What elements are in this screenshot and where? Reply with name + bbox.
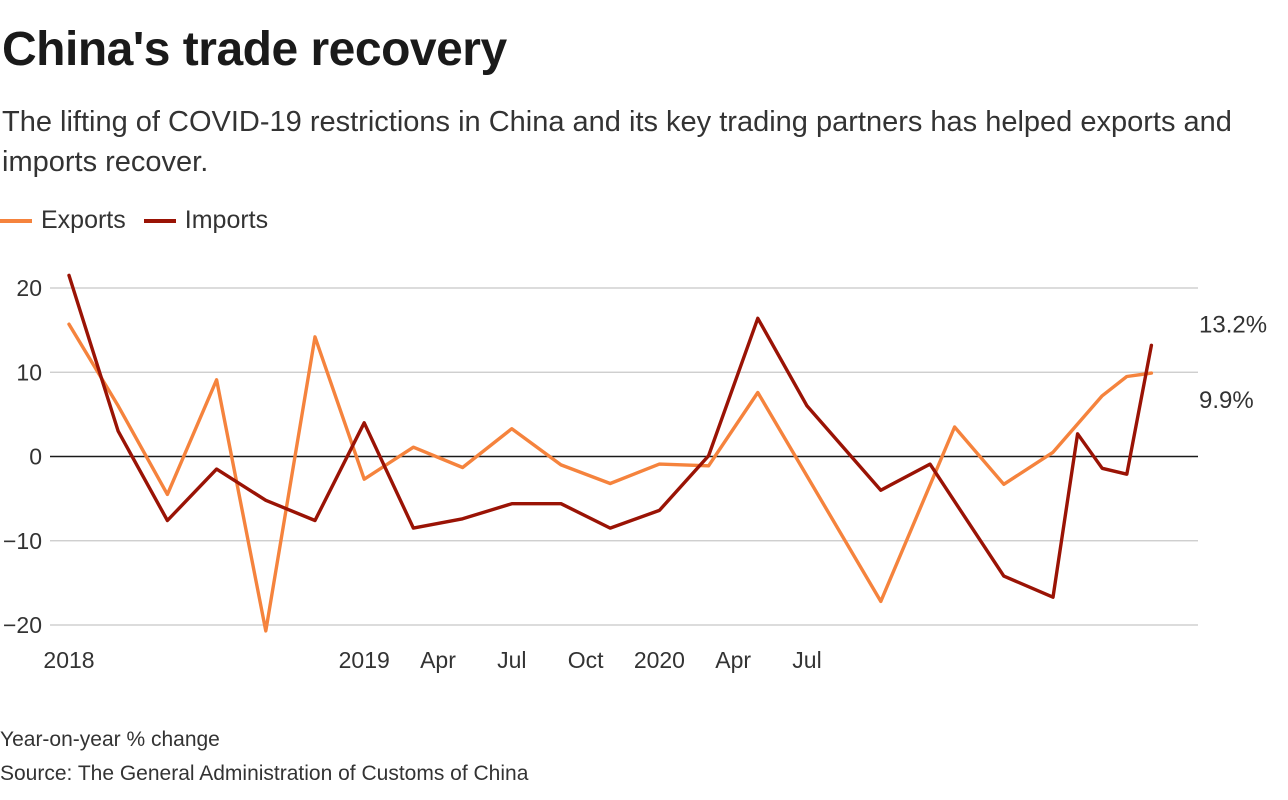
series-lines: [67, 273, 1154, 633]
series-line-exports: [67, 322, 1154, 633]
legend-label-imports: Imports: [184, 206, 269, 234]
x-axis-ticks: 2018 2019 Apr Jul Oct 2020 Apr Jul: [43, 647, 821, 673]
chart-subtitle: The lifting of COVID-19 restrictions in …: [2, 106, 1232, 178]
y-tick-label: 0: [29, 444, 42, 470]
y-tick-label: −20: [3, 612, 42, 638]
source-note: Source: The General Administration of Cu…: [0, 762, 529, 785]
y-axis-ticks: 20 10 0 −10 −20: [3, 275, 42, 638]
y-tick-label: 10: [16, 359, 42, 385]
end-label-imports: 13.2%: [1199, 311, 1267, 338]
end-labels: 9.9% 13.2%: [1199, 311, 1267, 414]
x-tick-label: Oct: [568, 647, 604, 673]
x-tick-label: Jul: [792, 647, 821, 673]
legend-swatch-exports: [0, 218, 32, 223]
x-tick-label: Jul: [497, 647, 526, 673]
x-tick-label: 2019: [339, 647, 390, 673]
x-tick-label: Apr: [715, 647, 751, 673]
x-tick-label: 2020: [634, 647, 685, 673]
legend-item-exports: Exports: [0, 206, 126, 235]
unit-note: Year-on-year % change: [0, 728, 220, 751]
legend-item-imports: Imports: [143, 206, 269, 235]
y-tick-label: −10: [3, 528, 42, 554]
end-label-exports: 9.9%: [1199, 387, 1254, 414]
x-tick-label: Apr: [420, 647, 456, 673]
y-tick-label: 20: [16, 275, 42, 301]
x-tick-label: 2018: [43, 647, 94, 673]
series-line-imports: [67, 273, 1154, 599]
legend: Exports Imports: [0, 206, 286, 235]
gridlines: [50, 287, 1198, 626]
chart-title: China's trade recovery: [2, 23, 507, 76]
legend-label-exports: Exports: [41, 206, 126, 234]
legend-swatch-imports: [143, 218, 176, 223]
